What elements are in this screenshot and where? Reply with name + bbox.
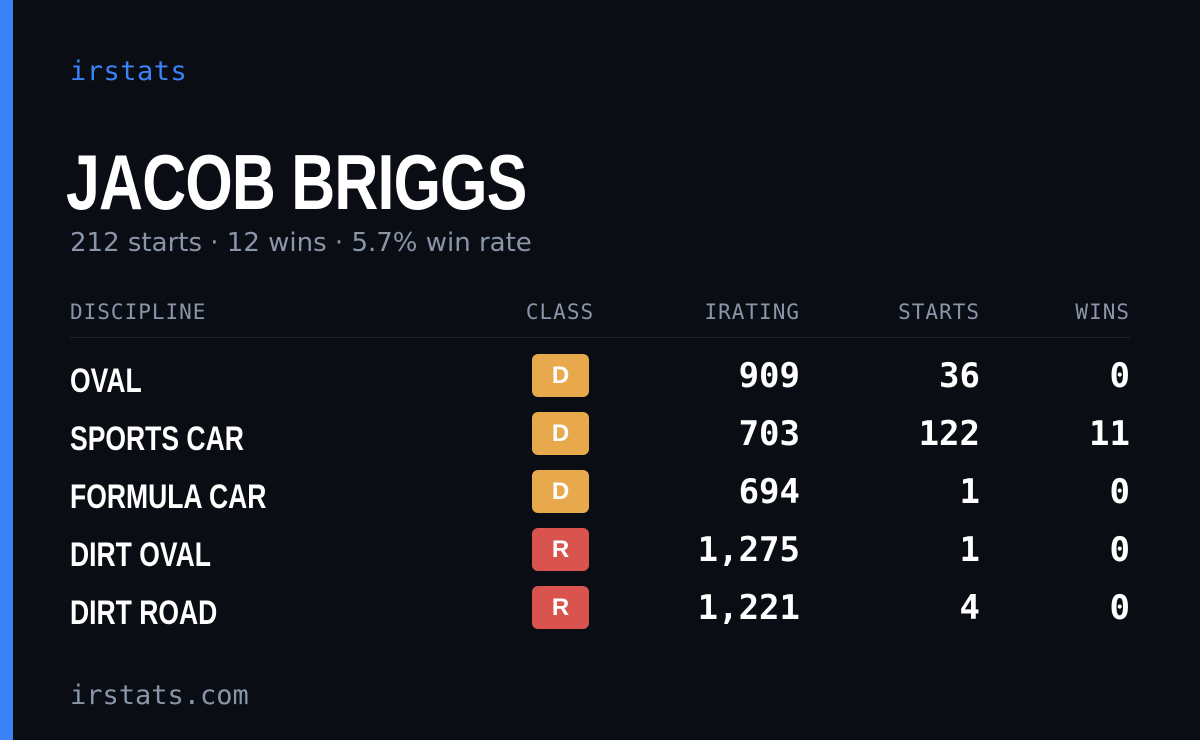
class-badge: D (532, 354, 589, 397)
header-starts: STARTS (898, 300, 980, 324)
irating-value: 1,221 (697, 588, 800, 628)
discipline-name: OVAL (70, 362, 142, 400)
header-wins: WINS (1075, 300, 1130, 324)
table-row: FORMULA CAR D 694 1 0 (70, 470, 1130, 528)
starts-value: 1 (959, 530, 980, 570)
table-row: DIRT OVAL R 1,275 1 0 (70, 528, 1130, 586)
table-row: SPORTS CAR D 703 122 11 (70, 412, 1130, 470)
irating-value: 1,275 (697, 530, 800, 570)
starts-value: 1 (959, 472, 980, 512)
table-body: OVAL D 909 36 0 SPORTS CAR D 703 122 11 … (70, 338, 1130, 644)
wins-value: 11 (1089, 414, 1130, 454)
irating-value: 909 (738, 356, 800, 396)
table-row: DIRT ROAD R 1,221 4 0 (70, 586, 1130, 644)
header-discipline: DISCIPLINE (70, 300, 207, 324)
discipline-name: FORMULA CAR (70, 478, 267, 516)
table-row: OVAL D 909 36 0 (70, 354, 1130, 412)
class-badge: R (532, 528, 589, 571)
class-badge: R (532, 586, 589, 629)
irating-value: 703 (738, 414, 800, 454)
header-class: CLASS (525, 300, 595, 324)
discipline-name: DIRT OVAL (70, 536, 211, 574)
accent-bar (0, 0, 13, 740)
footer-url: irstats.com (70, 680, 249, 711)
discipline-table: DISCIPLINE CLASS IRATING STARTS WINS OVA… (70, 298, 1130, 644)
table-header: DISCIPLINE CLASS IRATING STARTS WINS (70, 298, 1130, 338)
discipline-name: DIRT ROAD (70, 594, 218, 632)
class-badge: D (532, 470, 589, 513)
discipline-name: SPORTS CAR (70, 420, 244, 458)
driver-name: JACOB BRIGGS (66, 138, 527, 226)
wins-value: 0 (1109, 356, 1130, 396)
class-badge: D (532, 412, 589, 455)
driver-summary: 212 starts · 12 wins · 5.7% win rate (70, 228, 532, 258)
starts-value: 4 (959, 588, 980, 628)
header-irating: IRATING (704, 300, 800, 324)
starts-value: 36 (939, 356, 980, 396)
starts-value: 122 (918, 414, 980, 454)
wins-value: 0 (1109, 530, 1130, 570)
brand-logo-text: irstats (70, 56, 188, 87)
wins-value: 0 (1109, 472, 1130, 512)
irating-value: 694 (738, 472, 800, 512)
wins-value: 0 (1109, 588, 1130, 628)
